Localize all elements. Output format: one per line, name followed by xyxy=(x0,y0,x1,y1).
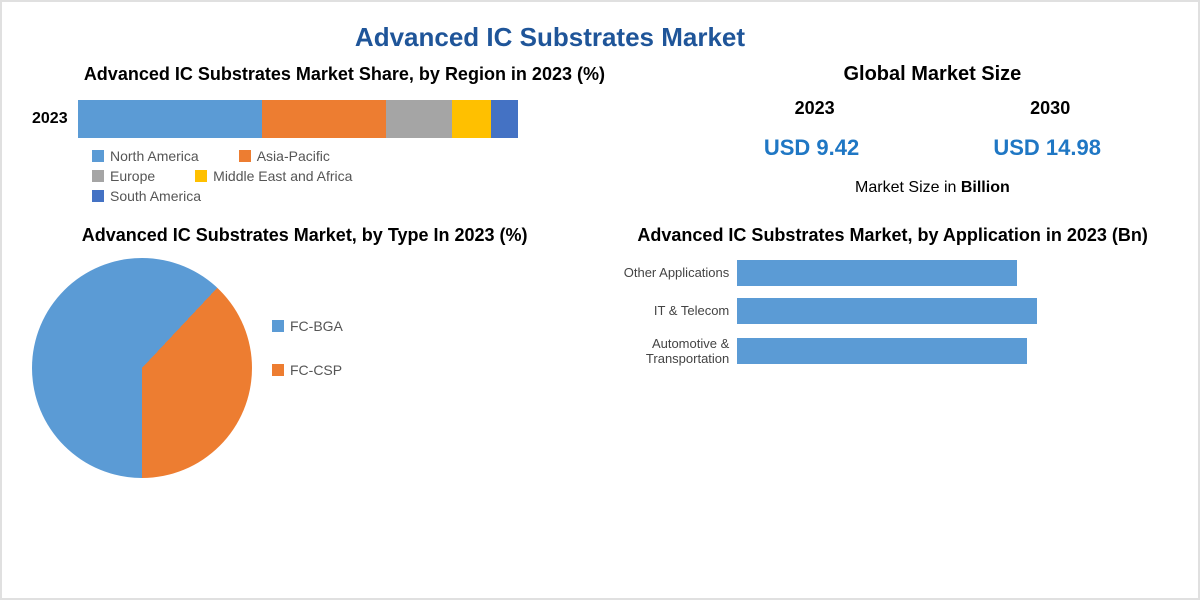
main-title: Advanced IC Substrates Market xyxy=(0,22,1168,53)
region-year-label: 2023 xyxy=(32,110,68,128)
region-legend: North America Asia-Pacific Europe Middle Ea… xyxy=(92,148,657,204)
legend-row: North America Asia-Pacific xyxy=(92,148,657,164)
legend-label: Middle East and Africa xyxy=(213,168,352,184)
hbar-bar xyxy=(737,298,1037,324)
legend-label: South America xyxy=(110,188,201,204)
hbar-chart: Other Applications IT & Telecom Automotive… xyxy=(617,260,1168,367)
legend-swatch xyxy=(272,364,284,376)
region-chart: Advanced IC Substrates Market Share, by … xyxy=(32,63,657,208)
region-segment xyxy=(491,100,517,138)
ms-val-1: USD 14.98 xyxy=(993,135,1101,161)
bottom-row: Advanced IC Substrates Market, by Type I… xyxy=(32,224,1168,477)
app-chart-block: Advanced IC Substrates Market, by Applic… xyxy=(617,224,1168,477)
legend-item: North America xyxy=(92,148,199,164)
type-legend: FC-BGA FC-CSP xyxy=(272,318,343,406)
hbar-row: Other Applications xyxy=(617,260,1168,286)
market-size-years: 2023 2030 xyxy=(697,98,1168,119)
hbar-row: Automotive & Transportation xyxy=(617,336,1168,367)
legend-label: FC-BGA xyxy=(290,318,343,334)
hbar-bar xyxy=(737,260,1017,286)
legend-swatch xyxy=(239,150,251,162)
region-segment xyxy=(78,100,263,138)
legend-row: Europe Middle East and Africa xyxy=(92,168,657,184)
type-chart-block: Advanced IC Substrates Market, by Type I… xyxy=(32,224,577,477)
market-size-values: USD 9.42 USD 14.98 xyxy=(697,135,1168,161)
region-chart-title: Advanced IC Substrates Market Share, by … xyxy=(32,63,657,86)
pie-chart xyxy=(32,258,252,478)
pie-wrap xyxy=(32,258,252,478)
legend-item: Europe xyxy=(92,168,155,184)
legend-label: North America xyxy=(110,148,199,164)
hbar-label: IT & Telecom xyxy=(617,303,737,319)
hbar-label: Automotive & Transportation xyxy=(617,336,737,367)
ms-caption-bold: Billion xyxy=(961,179,1010,196)
legend-label: Asia-Pacific xyxy=(257,148,330,164)
type-legend-item: FC-CSP xyxy=(272,362,343,378)
type-chart-title: Advanced IC Substrates Market, by Type I… xyxy=(32,224,577,247)
market-size-caption: Market Size in Billion xyxy=(697,179,1168,197)
market-size-block: Global Market Size 2023 2030 USD 9.42 US… xyxy=(697,63,1168,208)
legend-swatch xyxy=(92,170,104,182)
legend-item: Middle East and Africa xyxy=(195,168,352,184)
ms-val-0: USD 9.42 xyxy=(764,135,859,161)
legend-item: Asia-Pacific xyxy=(239,148,330,164)
legend-swatch xyxy=(195,170,207,182)
legend-swatch xyxy=(272,320,284,332)
app-chart-title: Advanced IC Substrates Market, by Applic… xyxy=(617,224,1168,247)
type-legend-item: FC-BGA xyxy=(272,318,343,334)
stacked-bar-wrap: 2023 xyxy=(32,100,657,138)
legend-label: FC-CSP xyxy=(290,362,342,378)
hbar-row: IT & Telecom xyxy=(617,298,1168,324)
ms-year-1: 2030 xyxy=(1030,98,1070,119)
legend-swatch xyxy=(92,150,104,162)
ms-caption-prefix: Market Size in xyxy=(855,179,961,196)
legend-item: South America xyxy=(92,188,201,204)
top-row: Advanced IC Substrates Market Share, by … xyxy=(32,63,1168,208)
hbar-label: Other Applications xyxy=(617,265,737,281)
region-segment xyxy=(386,100,452,138)
legend-label: Europe xyxy=(110,168,155,184)
region-segment xyxy=(262,100,385,138)
stacked-bar xyxy=(78,100,518,138)
hbar-bar xyxy=(737,338,1027,364)
region-segment xyxy=(452,100,492,138)
ms-year-0: 2023 xyxy=(795,98,835,119)
legend-swatch xyxy=(92,190,104,202)
legend-row: South America xyxy=(92,188,657,204)
market-size-title: Global Market Size xyxy=(697,63,1168,86)
